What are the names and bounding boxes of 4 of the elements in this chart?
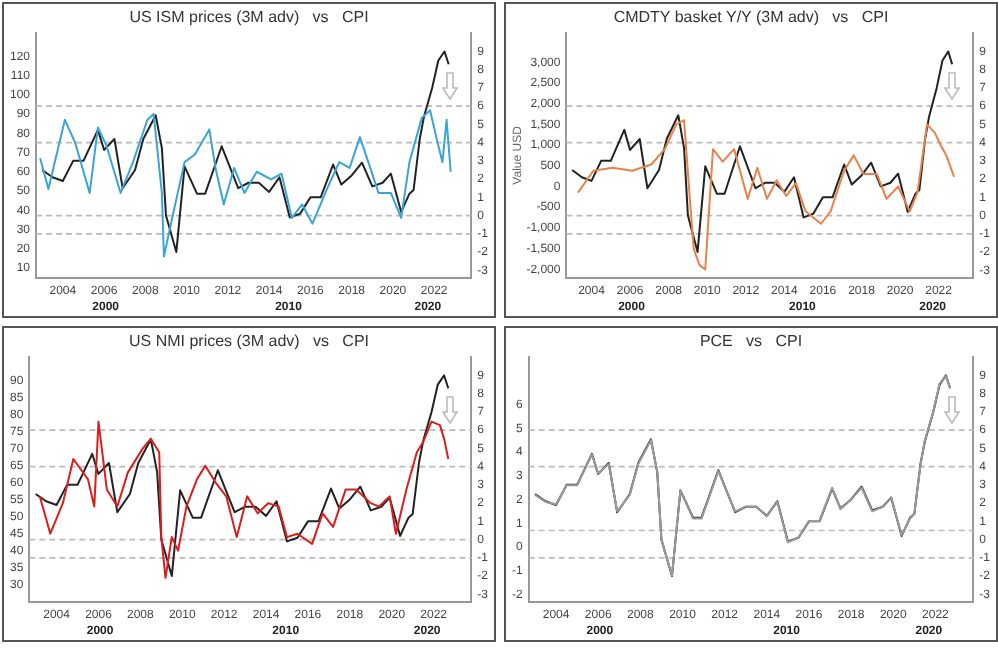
chart-title: US NMI prices (3M adv) vs CPI xyxy=(128,332,370,351)
chart-title: US ISM prices (3M adv) vs CPI xyxy=(129,8,369,27)
chart-title: CMDTY basket Y/Y (3M adv) vs CPI xyxy=(613,8,889,27)
chart-title: PCE vs CPI xyxy=(699,332,803,351)
